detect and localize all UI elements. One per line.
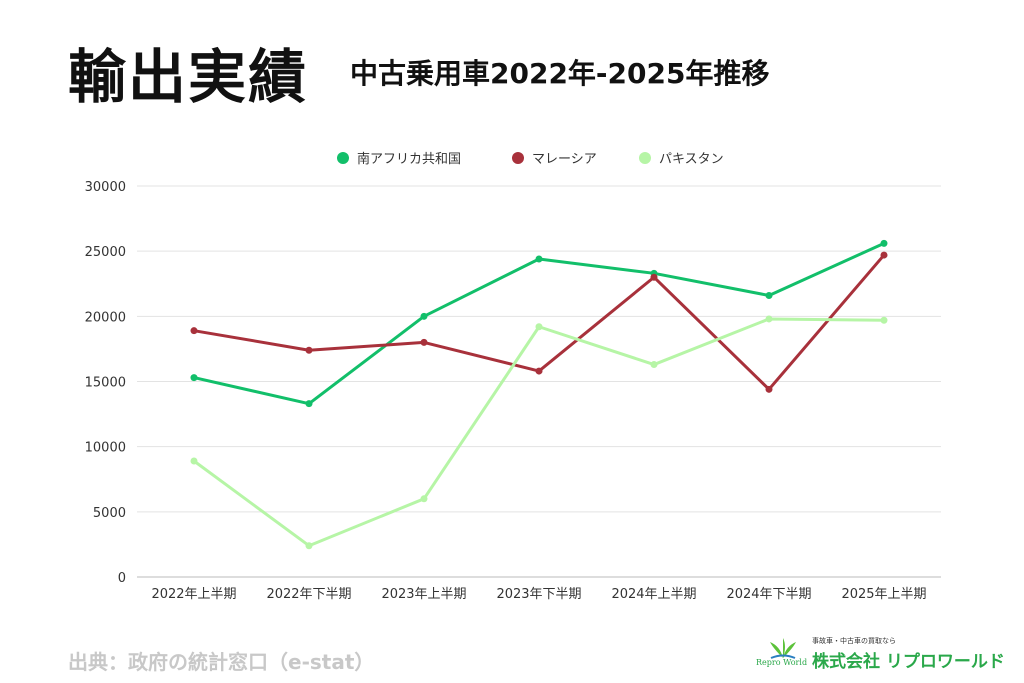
data-point <box>765 315 773 323</box>
y-tick-label: 10000 <box>85 441 126 456</box>
data-point <box>305 400 313 408</box>
data-point <box>535 367 543 375</box>
legend-label: パキスタン <box>659 152 724 167</box>
x-tick-label: 2022年下半期 <box>266 587 351 602</box>
data-point <box>420 495 428 503</box>
data-point <box>765 385 773 393</box>
data-point <box>765 291 773 299</box>
page-subtitle: 中古乗用車2022年-2025年推移 <box>350 57 770 90</box>
x-tick-label: 2023年下半期 <box>496 587 581 602</box>
data-point <box>305 346 313 354</box>
data-point <box>880 251 888 259</box>
data-point <box>190 327 198 335</box>
x-tick-label: 2022年上半期 <box>151 587 236 602</box>
company-logo: Repro World 事故車・中古車の買取なら 株式会社 リプロワールド <box>756 636 1006 674</box>
data-point <box>190 457 198 465</box>
y-tick-label: 15000 <box>85 376 126 391</box>
y-tick-label: 20000 <box>85 310 126 325</box>
x-tick-label: 2023年上半期 <box>381 587 466 602</box>
y-tick-label: 5000 <box>93 506 126 521</box>
logo-tagline: 事故車・中古車の買取なら <box>812 637 896 645</box>
page-title: 輸出実績 <box>68 43 309 111</box>
y-tick-label: 30000 <box>85 180 126 195</box>
data-point <box>535 323 543 331</box>
y-tick-label: 0 <box>118 571 126 586</box>
legend-marker <box>337 152 349 164</box>
data-point <box>650 273 658 281</box>
logo-name: 株式会社 リプロワールド <box>812 652 1005 672</box>
data-point <box>420 312 428 320</box>
leaf-logo-icon <box>770 638 796 659</box>
data-point <box>880 239 888 247</box>
source-note: 出典：政府の統計窓口（e-stat） <box>68 650 375 674</box>
data-point <box>190 374 198 382</box>
data-point <box>420 338 428 346</box>
x-tick-label: 2024年下半期 <box>726 587 811 602</box>
legend-marker <box>639 152 651 164</box>
data-point <box>650 361 658 369</box>
legend-marker <box>512 152 524 164</box>
logo-brand: Repro World <box>756 658 808 667</box>
data-point <box>880 316 888 324</box>
y-tick-label: 25000 <box>85 245 126 260</box>
legend-label: マレーシア <box>532 152 597 167</box>
x-tick-label: 2024年上半期 <box>611 587 696 602</box>
legend-label: 南アフリカ共和国 <box>357 151 461 167</box>
data-point <box>535 255 543 263</box>
data-point <box>305 542 313 550</box>
x-tick-label: 2025年上半期 <box>841 587 926 602</box>
